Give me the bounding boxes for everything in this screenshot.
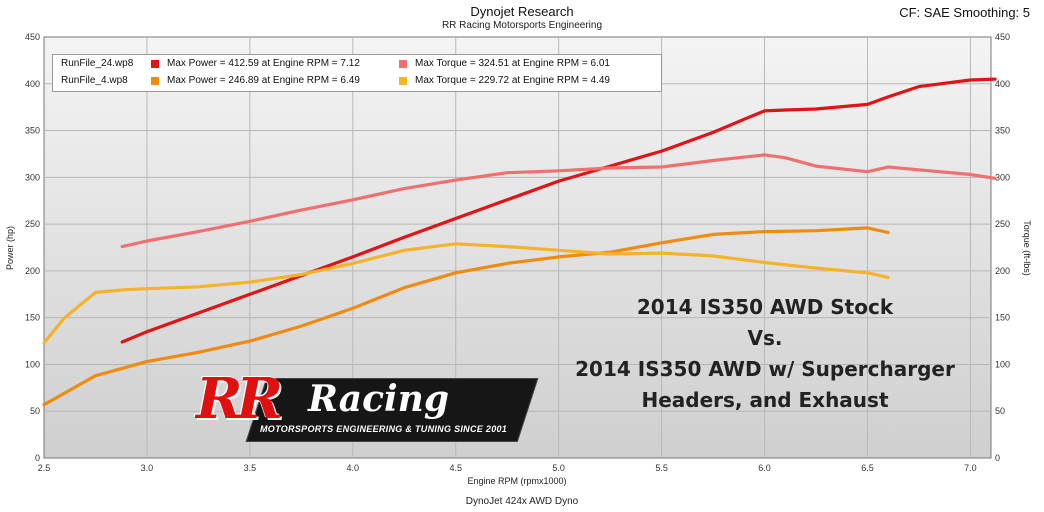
y-tick-label-right: 400 <box>995 79 1010 89</box>
legend-file: RunFile_24.wp8 <box>61 58 134 69</box>
legend-file: RunFile_4.wp8 <box>61 75 128 86</box>
series-line <box>120 77 997 344</box>
annotation-line: 2014 IS350 AWD w/ Supercharger <box>575 357 955 381</box>
y-tick-label-left: 150 <box>25 313 40 323</box>
legend-torque-text: Max Torque = 229.72 at Engine RPM = 4.49 <box>415 75 610 86</box>
x-tick-label: 2.5 <box>38 463 51 473</box>
series-lines <box>42 77 997 407</box>
x-tick-label: 4.0 <box>347 463 360 473</box>
legend-row: RunFile_4.wp8 Max Power = 246.89 at Engi… <box>53 73 661 89</box>
series-line <box>42 226 890 407</box>
y-tick-label-left: 450 <box>25 32 40 42</box>
y-tick-label-right: 150 <box>995 313 1010 323</box>
dyno-footer: DynoJet 424x AWD Dyno <box>465 496 579 507</box>
y-tick-label-left: 100 <box>25 359 40 369</box>
x-tick-label: 7.0 <box>964 463 977 473</box>
y-tick-label-right: 450 <box>995 32 1010 42</box>
series-line <box>42 242 890 345</box>
y-tick-label-right: 250 <box>995 219 1010 229</box>
chart-title: Dynojet Research <box>470 4 574 19</box>
comparison-annotation: 2014 IS350 AWD Stock Vs. 2014 IS350 AWD … <box>552 292 978 416</box>
y-tick-label-left: 50 <box>30 406 40 416</box>
logo-rr: RR <box>196 366 283 432</box>
chart-subtitle: RR Racing Motorsports Engineering <box>441 20 603 31</box>
logo-tagline: MOTORSPORTS ENGINEERING & TUNING SINCE 2… <box>260 424 508 434</box>
y-tick-label-right: 300 <box>995 172 1010 182</box>
grid <box>44 37 991 458</box>
logo-racing-text: Racing <box>308 378 450 420</box>
legend-torque-text: Max Torque = 324.51 at Engine RPM = 6.01 <box>415 58 610 69</box>
x-tick-label: 3.5 <box>244 463 257 473</box>
x-axis-label: Engine RPM (rpmx1000) <box>467 476 566 486</box>
y-tick-label-left: 350 <box>25 126 40 136</box>
annotation-line: 2014 IS350 AWD Stock <box>636 295 894 319</box>
y-tick-label-left: 200 <box>25 266 40 276</box>
legend-swatch-torque <box>399 77 407 85</box>
y-tick-label-right: 0 <box>995 453 1000 463</box>
legend-swatch-power <box>151 77 159 85</box>
legend: RunFile_24.wp8 Max Power = 412.59 at Eng… <box>52 54 662 92</box>
y-axis-label-left: Power (hp) <box>5 226 15 270</box>
y-tick-label-right: 50 <box>995 406 1005 416</box>
series-line <box>120 153 997 249</box>
y-tick-label-left: 300 <box>25 172 40 182</box>
legend-power-text: Max Power = 246.89 at Engine RPM = 6.49 <box>167 75 360 86</box>
y-tick-label-left: 250 <box>25 219 40 229</box>
legend-row: RunFile_24.wp8 Max Power = 412.59 at Eng… <box>53 56 661 72</box>
x-tick-label: 3.0 <box>141 463 154 473</box>
x-tick-label: 6.5 <box>861 463 874 473</box>
rr-racing-logo: RR Racing MOTORSPORTS ENGINEERING & TUNI… <box>196 366 539 442</box>
legend-swatch-torque <box>399 60 407 68</box>
y-tick-label-left: 400 <box>25 79 40 89</box>
x-tick-label: 5.5 <box>655 463 668 473</box>
annotation-line: Headers, and Exhaust <box>641 388 889 412</box>
y-tick-label-right: 200 <box>995 266 1010 276</box>
y-tick-label-right: 350 <box>995 126 1010 136</box>
annotation-line: Vs. <box>747 326 783 350</box>
legend-power-text: Max Power = 412.59 at Engine RPM = 7.12 <box>167 58 360 69</box>
x-tick-label: 4.5 <box>449 463 462 473</box>
y-axis-label-right: Torque (ft-lbs) <box>1022 220 1032 276</box>
correction-settings: CF: SAE Smoothing: 5 <box>899 5 1030 20</box>
y-tick-label-left: 0 <box>35 453 40 463</box>
y-tick-label-right: 100 <box>995 359 1010 369</box>
axis-ticks: 0 0 50 50 100 100 150 150 200 200 250 250 300 300 350 3… <box>25 32 1010 473</box>
x-tick-label: 5.0 <box>552 463 565 473</box>
legend-swatch-power <box>151 60 159 68</box>
x-tick-label: 6.0 <box>758 463 771 473</box>
